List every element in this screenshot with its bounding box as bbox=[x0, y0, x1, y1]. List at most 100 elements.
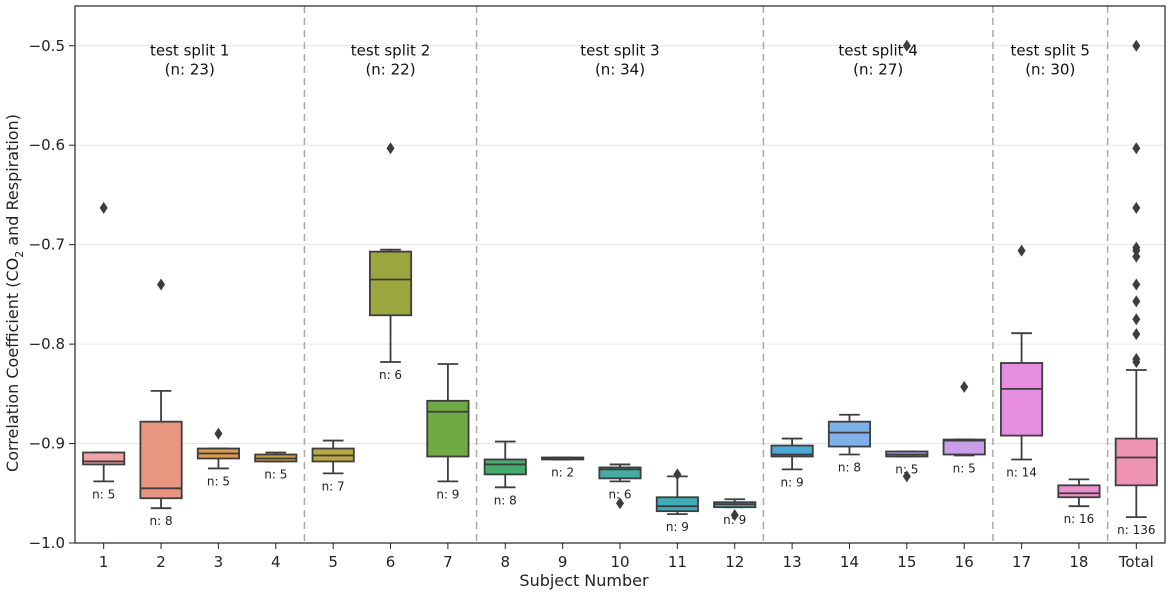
x-tick-label: 14 bbox=[840, 553, 859, 571]
n-label: n: 9 bbox=[436, 487, 459, 501]
y-tick-label: −0.6 bbox=[29, 136, 65, 154]
box-group: n: 136 bbox=[1114, 39, 1158, 537]
n-label: n: 7 bbox=[322, 479, 345, 493]
n-label: n: 5 bbox=[264, 467, 287, 481]
split-count: (n: 34) bbox=[595, 61, 645, 79]
box-rect bbox=[827, 420, 872, 448]
x-tick-label: 6 bbox=[386, 553, 396, 571]
box-rect bbox=[598, 466, 642, 480]
n-label: n: 8 bbox=[149, 514, 172, 528]
outlier-point bbox=[1132, 201, 1141, 214]
outlier-point bbox=[1132, 313, 1141, 326]
plot-frame bbox=[74, 5, 1166, 544]
box-group: n: 5 bbox=[942, 380, 986, 475]
y-tick-label: −0.5 bbox=[29, 37, 65, 55]
n-label: n: 8 bbox=[838, 460, 861, 474]
y-tick-label: −0.7 bbox=[29, 236, 65, 254]
box-group: n: 9 bbox=[770, 437, 814, 489]
n-label: n: 9 bbox=[666, 520, 689, 534]
outlier-point bbox=[902, 470, 911, 483]
outlier-point bbox=[902, 39, 911, 52]
x-tick-label: 8 bbox=[500, 553, 510, 571]
outlier-point bbox=[1132, 278, 1141, 291]
split-count: (n: 30) bbox=[1025, 61, 1075, 79]
split-count: (n: 23) bbox=[165, 61, 215, 79]
n-label: n: 8 bbox=[494, 493, 517, 507]
n-label: n: 9 bbox=[781, 475, 804, 489]
n-label: n: 6 bbox=[379, 368, 402, 382]
box-rect bbox=[770, 444, 814, 458]
outlier-point bbox=[99, 201, 108, 214]
x-tick-label: 16 bbox=[955, 553, 974, 571]
split-title: test split 3 bbox=[580, 42, 659, 60]
x-tick-label: 4 bbox=[271, 553, 281, 571]
split-title: test split 5 bbox=[1011, 42, 1090, 60]
outlier-point bbox=[673, 468, 682, 481]
x-tick-label: 18 bbox=[1069, 553, 1088, 571]
split-labels: test split 1(n: 23) test split 2(n: 22) te… bbox=[150, 42, 1090, 79]
outlier-point bbox=[1132, 356, 1141, 369]
box-group: n: 6 bbox=[368, 142, 413, 382]
outlier-point bbox=[1132, 250, 1141, 263]
n-label: n: 16 bbox=[1064, 512, 1095, 526]
box-rect bbox=[368, 250, 413, 317]
n-label: n: 5 bbox=[895, 462, 918, 476]
split-title: test split 1 bbox=[150, 42, 229, 60]
x-axis-title: Subject Number bbox=[519, 571, 649, 590]
y-axis-title: Correlation Coefficient (CO2 and Respira… bbox=[3, 114, 26, 472]
box-group: n: 16 bbox=[1057, 478, 1101, 526]
x-tick-label: 7 bbox=[443, 553, 453, 571]
box-group: n: 5 bbox=[254, 451, 298, 481]
n-label: n: 9 bbox=[723, 513, 746, 527]
x-tick-label: 3 bbox=[214, 553, 224, 571]
n-label: n: 5 bbox=[92, 487, 115, 501]
x-tick-label: 10 bbox=[610, 553, 629, 571]
x-tick-label: 2 bbox=[156, 553, 166, 571]
x-tick-label: 12 bbox=[725, 553, 744, 571]
n-label: n: 136 bbox=[1117, 523, 1155, 537]
outlier-point bbox=[157, 278, 166, 291]
split-count: (n: 27) bbox=[853, 61, 903, 79]
outlier-point bbox=[1132, 295, 1141, 308]
split-title: test split 2 bbox=[351, 42, 430, 60]
box-group: n: 5 bbox=[196, 427, 240, 488]
y-tick-label: −0.9 bbox=[29, 435, 65, 453]
box-group: n: 5 bbox=[885, 39, 929, 483]
split-count: (n: 22) bbox=[365, 61, 415, 79]
x-tick-label: 17 bbox=[1012, 553, 1031, 571]
box-rect bbox=[1000, 362, 1044, 437]
box-rect bbox=[655, 496, 699, 513]
outlier-point bbox=[960, 380, 969, 393]
x-tick-label: Total bbox=[1118, 553, 1154, 571]
outlier-point bbox=[386, 142, 395, 155]
box-rect bbox=[483, 458, 527, 476]
outlier-point bbox=[730, 509, 739, 522]
outlier-point bbox=[214, 427, 223, 440]
x-tick-label: 11 bbox=[668, 553, 687, 571]
n-label: n: 5 bbox=[953, 461, 976, 475]
outlier-point bbox=[1132, 142, 1141, 155]
box-rect bbox=[82, 451, 126, 466]
box-group: n: 9 bbox=[426, 363, 470, 501]
outlier-point bbox=[1017, 244, 1026, 257]
box-group: n: 14 bbox=[1000, 244, 1044, 479]
x-tick-label: 9 bbox=[558, 553, 568, 571]
box-group: n: 8 bbox=[827, 413, 872, 474]
box-group: n: 9 bbox=[713, 498, 757, 527]
box-group: n: 6 bbox=[598, 463, 642, 510]
split-dividers bbox=[303, 6, 1109, 543]
y-tick-label: −1.0 bbox=[29, 534, 65, 552]
n-label: n: 2 bbox=[551, 465, 574, 479]
axes: −1.0−0.9−0.8−0.7−0.6−0.51 2 3 4 5 6 7 8 9 10 11 12 1… bbox=[29, 5, 1166, 571]
outlier-point bbox=[1132, 328, 1141, 341]
n-label: n: 6 bbox=[608, 487, 631, 501]
x-tick-label: 13 bbox=[783, 553, 802, 571]
x-tick-label: 5 bbox=[328, 553, 338, 571]
box-group: n: 7 bbox=[311, 439, 355, 493]
box-group: n: 8 bbox=[483, 440, 527, 507]
box-group: n: 5 bbox=[82, 201, 126, 501]
box-group: n: 8 bbox=[139, 278, 183, 528]
y-tick-label: −0.8 bbox=[29, 335, 65, 353]
split-title: test split 4 bbox=[838, 42, 917, 60]
